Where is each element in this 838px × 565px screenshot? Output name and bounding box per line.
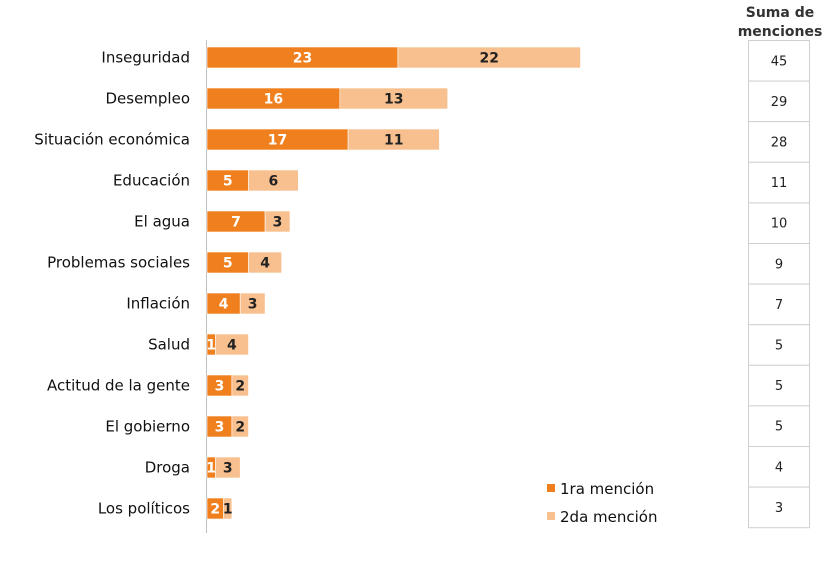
data-label: 2 [210, 502, 220, 518]
totals-value: 4 [775, 460, 783, 475]
data-label: 4 [227, 338, 237, 354]
totals-header-line-2: menciones [738, 24, 823, 40]
legend-swatch-2da [547, 512, 555, 520]
totals-value: 3 [775, 501, 783, 516]
data-label: 3 [223, 461, 233, 477]
bar-2da-mencion [231, 415, 249, 438]
totals-value: 29 [771, 95, 788, 110]
bar-2da-mencion [248, 251, 283, 274]
legend-label-2da: 2da mención [560, 508, 657, 526]
totals-value: 9 [775, 257, 783, 272]
data-label: 13 [384, 92, 403, 108]
category-label: Desempleo [105, 90, 190, 108]
totals-cell [748, 324, 810, 366]
data-label: 17 [268, 133, 287, 149]
bar-2da-mencion [339, 87, 448, 110]
data-label: 11 [384, 133, 403, 149]
totals-header-line-1: Suma de [746, 5, 814, 21]
category-label: Situación económica [34, 131, 190, 149]
data-label: 16 [264, 92, 283, 108]
data-label: 1 [223, 502, 233, 518]
totals-cell [748, 283, 810, 326]
totals-cell [748, 364, 810, 407]
category-label: Salud [148, 336, 190, 354]
legend: 1ra mención 2da mención [547, 480, 657, 526]
totals-value: 10 [771, 217, 788, 232]
bar-2da-mencion [248, 169, 299, 192]
data-label: 2 [235, 420, 245, 436]
totals-value: 5 [775, 420, 783, 435]
category-label: Educación [113, 172, 190, 190]
category-label: Actitud de la gente [47, 377, 190, 395]
data-label: 3 [215, 379, 225, 395]
totals-value: 5 [775, 379, 783, 394]
totals-cell [748, 202, 810, 244]
totals-cell [748, 121, 810, 163]
legend-swatch-1ra [547, 484, 555, 492]
totals-value: 28 [771, 136, 788, 151]
totals-cell [748, 80, 810, 123]
category-label: Droga [145, 459, 190, 477]
category-label: Problemas sociales [47, 254, 190, 272]
data-label: 3 [215, 420, 225, 436]
bar-2da-mencion [231, 374, 249, 397]
category-label: Inflación [126, 295, 190, 313]
data-label: 23 [293, 51, 312, 67]
bar-2da-mencion [215, 456, 241, 479]
totals-cell [748, 446, 810, 488]
data-label: 6 [269, 174, 279, 190]
data-label: 5 [223, 256, 233, 272]
data-label: 5 [223, 174, 233, 190]
totals-value: 45 [771, 54, 788, 69]
bar-2da-mencion [347, 128, 440, 151]
bar-2da-mencion [215, 333, 249, 356]
totals-cell [748, 40, 810, 82]
data-label: 1 [206, 461, 216, 477]
data-label: 4 [260, 256, 270, 272]
data-label: 22 [479, 51, 498, 67]
data-label: 1 [206, 338, 216, 354]
legend-label-1ra: 1ra mención [560, 480, 654, 498]
bar-2da-mencion [239, 292, 266, 315]
data-label: 7 [231, 215, 241, 231]
totals-value: 11 [771, 176, 788, 191]
totals-table-header: Suma de menciones [738, 5, 823, 40]
bar-2da-mencion [397, 46, 581, 69]
totals-cell [748, 486, 810, 529]
data-label: 4 [219, 297, 229, 313]
category-label: El gobierno [105, 418, 190, 436]
bar-2da-mencion [264, 210, 291, 233]
totals-value: 7 [775, 298, 783, 313]
totals-value: 5 [775, 339, 783, 354]
category-label: El agua [134, 213, 190, 231]
category-label: Inseguridad [101, 49, 190, 67]
category-label: Los políticos [98, 500, 190, 518]
bar-2da-mencion [223, 497, 233, 520]
totals-cell [748, 161, 810, 204]
totals-cell [748, 405, 810, 447]
data-label: 3 [248, 297, 258, 313]
data-label: 2 [235, 379, 245, 395]
data-label: 3 [273, 215, 283, 231]
